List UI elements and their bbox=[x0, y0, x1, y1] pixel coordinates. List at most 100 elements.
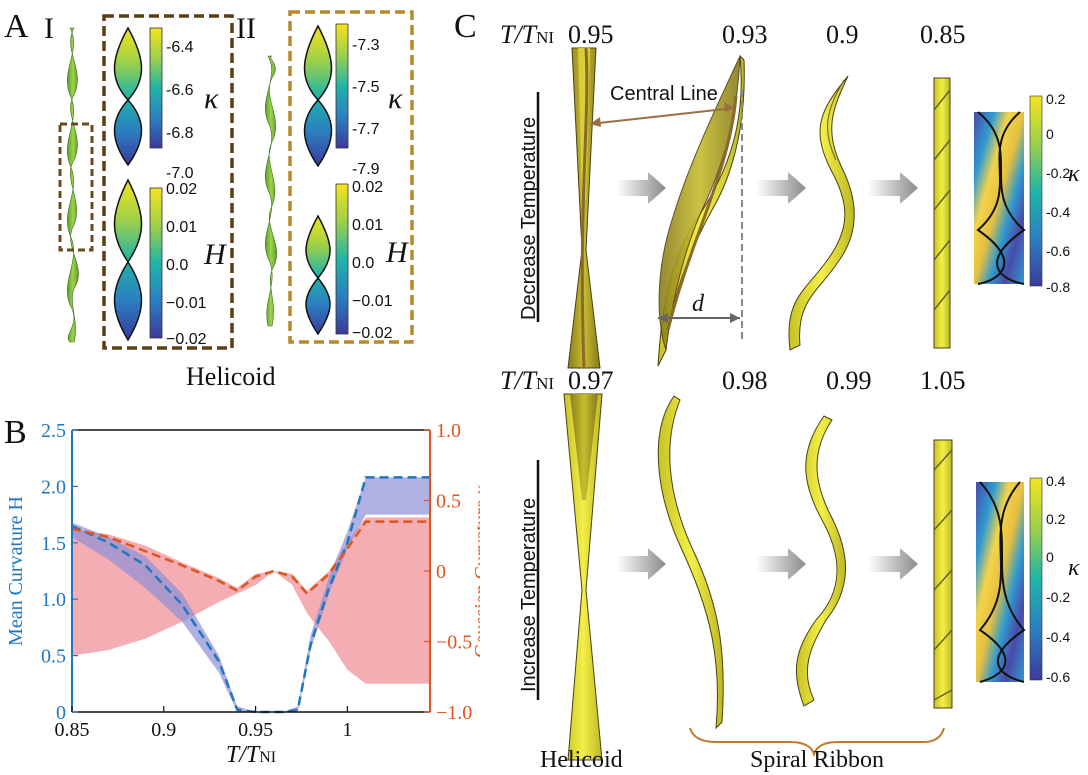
box-ii-kappa-tick: -7.9 bbox=[352, 161, 380, 178]
bottom-cb-tick: -0.4 bbox=[1046, 629, 1071, 645]
central-line-arrow bbox=[589, 107, 735, 125]
panel-b-letter: B bbox=[4, 414, 27, 451]
mean-curvature-line bbox=[71, 476, 430, 714]
top-cb-tick: -0.4 bbox=[1046, 204, 1071, 220]
bottom-cb-tick: -0.2 bbox=[1046, 589, 1071, 605]
mean-band bbox=[72, 477, 430, 712]
bottom-spiral-099 bbox=[795, 415, 847, 707]
top-spiral-085 bbox=[933, 77, 951, 349]
top-value-3: 0.9 bbox=[826, 20, 859, 49]
box-ii-kappa-shape bbox=[303, 24, 333, 168]
gauss-curvature-line bbox=[71, 520, 430, 596]
bottom-helicoid bbox=[563, 393, 603, 761]
bottom-value-2: 0.98 bbox=[722, 366, 768, 395]
box-ii-kappa-tick: -7.7 bbox=[352, 121, 380, 138]
top-ratio-label: T/TNI bbox=[500, 22, 554, 48]
panel-a-letter: A bbox=[4, 8, 29, 45]
x-tick-label: 1 bbox=[342, 719, 352, 741]
x-tick-label: 0.95 bbox=[238, 719, 273, 741]
box-ii-h-tick: 0.02 bbox=[352, 179, 384, 196]
top-arrow-2 bbox=[756, 172, 806, 204]
top-kappa-colorbar bbox=[1029, 95, 1043, 287]
box-ii-kappa-tick: -7.5 bbox=[352, 79, 380, 96]
top-ratio-sub: NI bbox=[536, 28, 555, 47]
box-i-h-tick: 0.0 bbox=[166, 257, 189, 274]
d-label: d bbox=[692, 291, 704, 317]
y-left-tick-label: 1.0 bbox=[41, 589, 66, 611]
top-value-4: 0.85 bbox=[920, 20, 966, 49]
top-cb-tick: 0.2 bbox=[1046, 91, 1066, 107]
box-ii-h-colorbar bbox=[335, 183, 349, 335]
box-i-h-symbol: H bbox=[204, 238, 226, 271]
x-axis-label: T/TNI bbox=[226, 742, 276, 768]
spiral-ribbon-bracket bbox=[689, 727, 945, 758]
bottom-value-4: 1.05 bbox=[920, 366, 966, 395]
bottom-arrow-1 bbox=[616, 548, 666, 580]
y-right-tick-label: 0 bbox=[436, 561, 446, 583]
top-ratio-main: T/T bbox=[500, 20, 537, 49]
bottom-arrow-2 bbox=[756, 548, 806, 580]
top-kappa-map bbox=[974, 111, 1026, 285]
bottom-ratio-sub: NI bbox=[536, 374, 555, 393]
box-i-kappa-shape bbox=[113, 26, 143, 167]
panel-a-caption: Helicoid bbox=[186, 362, 276, 391]
y-right-tick-label: 0.5 bbox=[436, 491, 461, 513]
bottom-value-3: 0.99 bbox=[826, 366, 872, 395]
curvature-chart: 0.85 0.9 0.95 1 0 0.5 1.0 1.5 2.0 2.5 −1.0 −0.5 0 0.5… bbox=[5, 420, 480, 768]
y-right-tick-label: −1.0 bbox=[436, 702, 472, 724]
bottom-cb-tick: 0.2 bbox=[1046, 511, 1066, 527]
bottom-kappa-map bbox=[976, 481, 1026, 683]
box-i-h-tick: 0.01 bbox=[166, 219, 198, 236]
box-i-kappa-tick: -6.8 bbox=[166, 125, 194, 142]
x-tick-label: 0.85 bbox=[55, 719, 90, 741]
box-i-kappa-tick: -7.0 bbox=[166, 165, 194, 182]
top-value-2: 0.93 bbox=[722, 20, 768, 49]
y-right-tick-label: 1.0 bbox=[436, 420, 461, 442]
box-i-kappa-symbol: κ bbox=[204, 82, 219, 115]
box-i-h-colorbar bbox=[149, 187, 163, 339]
helicoid-strip-ii bbox=[265, 55, 277, 327]
top-spiral-093 bbox=[657, 54, 745, 367]
bottom-spiral-098 bbox=[657, 395, 724, 730]
y-left-tick-label: 0 bbox=[56, 702, 66, 724]
panel-a-subpanel-ii: II bbox=[236, 12, 256, 45]
panel-a-graphics bbox=[58, 10, 414, 350]
helicoid-ii-zoom-box bbox=[288, 10, 414, 344]
bottom-ratio-label: T/TNI bbox=[500, 368, 554, 394]
bottom-cb-tick: 0 bbox=[1046, 549, 1054, 565]
bottom-cb-tick: -0.6 bbox=[1046, 669, 1071, 685]
bottom-arrow-3 bbox=[868, 548, 918, 580]
y-left-tick-label: 1.5 bbox=[41, 533, 66, 555]
top-cb-tick: -0.8 bbox=[1046, 279, 1071, 295]
box-i-h-tick: −0.01 bbox=[166, 295, 207, 312]
bottom-cb-symbol: κ bbox=[1068, 555, 1080, 581]
box-i-kappa-colorbar bbox=[149, 27, 163, 149]
top-helicoid bbox=[567, 47, 601, 369]
panel-c-graphics bbox=[536, 47, 1043, 761]
top-spiral-09 bbox=[788, 75, 855, 351]
y-left-tick-label: 2.0 bbox=[41, 476, 66, 498]
helicoid-i-zoom-box bbox=[102, 14, 234, 350]
y-left-tick-label: 0.5 bbox=[41, 646, 66, 668]
bottom-kappa-colorbar bbox=[1029, 477, 1043, 681]
top-value-1: 0.95 bbox=[568, 20, 614, 49]
top-cb-symbol: κ bbox=[1068, 161, 1080, 187]
top-arrow-3 bbox=[868, 172, 918, 204]
central-line-label: Central Line bbox=[610, 83, 718, 105]
bottom-cb-tick: 0.4 bbox=[1046, 473, 1066, 489]
panel-c-letter: C bbox=[454, 8, 477, 45]
y-left-axis-label: Mean Curvature H bbox=[5, 496, 27, 646]
panel-a-subpanel-i: I bbox=[44, 12, 54, 45]
box-i-h-shape bbox=[113, 178, 143, 342]
y-left-tick-label: 2.5 bbox=[41, 420, 66, 442]
x-tick-label: 0.9 bbox=[151, 719, 176, 741]
spiral-ribbon-label: Spiral Ribbon bbox=[750, 747, 885, 773]
top-arrow-1 bbox=[616, 172, 666, 204]
bottom-ratio-main: T/T bbox=[500, 366, 537, 395]
bottom-value-1: 0.97 bbox=[568, 366, 614, 395]
box-i-kappa-tick: -6.4 bbox=[166, 39, 194, 56]
gauss-band bbox=[72, 517, 430, 684]
top-cb-tick: -0.2 bbox=[1046, 165, 1071, 181]
box-i-h-tick: 0.02 bbox=[166, 181, 198, 198]
bottom-spiral-105 bbox=[933, 439, 953, 709]
